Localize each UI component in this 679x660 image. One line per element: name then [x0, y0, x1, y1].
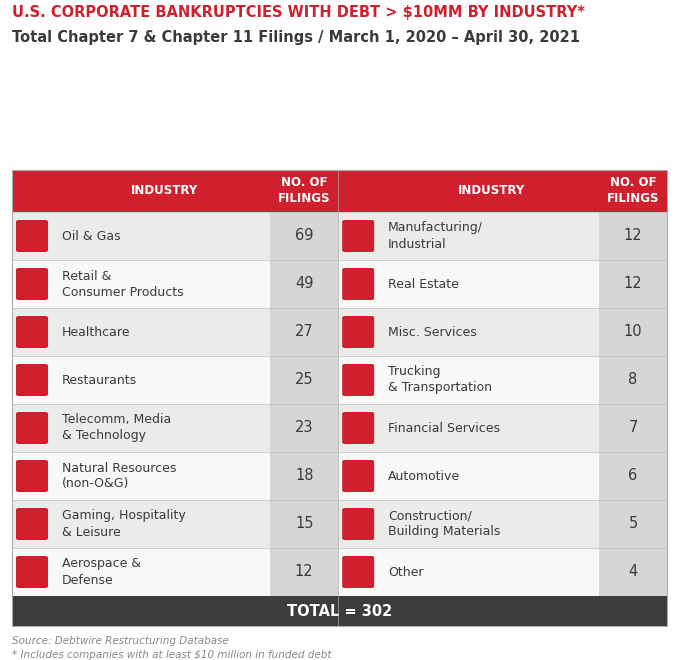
Text: Manufacturing/
Industrial: Manufacturing/ Industrial	[388, 222, 483, 251]
Text: Misc. Services: Misc. Services	[388, 325, 477, 339]
Text: Construction/
Building Materials: Construction/ Building Materials	[388, 510, 500, 539]
Text: 7: 7	[628, 420, 638, 436]
Text: 6: 6	[628, 469, 638, 484]
Text: 23: 23	[295, 420, 314, 436]
Bar	[599, 500, 667, 548]
FancyBboxPatch shape	[16, 556, 48, 588]
Text: 18: 18	[295, 469, 314, 484]
Bar	[12, 308, 270, 356]
FancyBboxPatch shape	[16, 268, 48, 300]
Text: Source: Debtwire Restructuring Database
* Includes companies with at least $10 m: Source: Debtwire Restructuring Database …	[12, 636, 331, 660]
FancyBboxPatch shape	[342, 508, 374, 540]
FancyBboxPatch shape	[342, 364, 374, 396]
Text: NO. OF
FILINGS: NO. OF FILINGS	[607, 176, 659, 205]
FancyBboxPatch shape	[16, 508, 48, 540]
Bar	[599, 452, 667, 500]
FancyBboxPatch shape	[16, 460, 48, 492]
Text: 10: 10	[624, 325, 642, 339]
Text: Real Estate: Real Estate	[388, 277, 459, 290]
Text: Financial Services: Financial Services	[388, 422, 500, 434]
Text: 12: 12	[295, 564, 314, 579]
Bar	[599, 260, 667, 308]
Bar	[338, 404, 599, 452]
FancyBboxPatch shape	[342, 460, 374, 492]
Text: Aerospace &
Defense: Aerospace & Defense	[62, 558, 141, 587]
Bar	[12, 548, 270, 596]
Bar	[12, 170, 667, 212]
Bar	[12, 404, 270, 452]
FancyBboxPatch shape	[342, 220, 374, 252]
Bar	[599, 212, 667, 260]
Text: Restaurants: Restaurants	[62, 374, 137, 387]
FancyBboxPatch shape	[342, 268, 374, 300]
Text: Trucking
& Transportation: Trucking & Transportation	[388, 366, 492, 395]
Bar	[599, 356, 667, 404]
FancyBboxPatch shape	[342, 556, 374, 588]
FancyBboxPatch shape	[342, 412, 374, 444]
Text: INDUSTRY: INDUSTRY	[458, 185, 526, 197]
Bar	[12, 596, 667, 626]
FancyBboxPatch shape	[16, 316, 48, 348]
Bar	[12, 356, 270, 404]
Text: Gaming, Hospitality
& Leisure: Gaming, Hospitality & Leisure	[62, 510, 186, 539]
Text: Oil & Gas: Oil & Gas	[62, 230, 121, 242]
FancyBboxPatch shape	[16, 412, 48, 444]
FancyBboxPatch shape	[342, 316, 374, 348]
Bar	[270, 452, 338, 500]
FancyBboxPatch shape	[16, 364, 48, 396]
Bar	[270, 260, 338, 308]
Text: U.S. CORPORATE BANKRUPTCIES WITH DEBT > $10MM BY INDUSTRY*: U.S. CORPORATE BANKRUPTCIES WITH DEBT > …	[12, 5, 585, 20]
Bar	[12, 500, 270, 548]
Text: Healthcare: Healthcare	[62, 325, 130, 339]
Text: 8: 8	[628, 372, 638, 387]
Bar	[599, 308, 667, 356]
Bar	[12, 260, 270, 308]
Bar	[338, 356, 599, 404]
Text: Natural Resources
(non-O&G): Natural Resources (non-O&G)	[62, 461, 177, 490]
FancyBboxPatch shape	[16, 220, 48, 252]
Text: 4: 4	[628, 564, 638, 579]
Bar	[270, 356, 338, 404]
Bar	[270, 500, 338, 548]
Text: Other: Other	[388, 566, 424, 579]
Bar	[338, 212, 599, 260]
Text: 12: 12	[624, 277, 642, 292]
Bar	[599, 404, 667, 452]
Text: Retail &
Consumer Products: Retail & Consumer Products	[62, 269, 183, 298]
Text: TOTAL = 302: TOTAL = 302	[287, 603, 392, 618]
Bar	[12, 212, 270, 260]
Bar	[599, 548, 667, 596]
Bar	[270, 212, 338, 260]
Text: 5: 5	[628, 517, 638, 531]
Bar	[12, 170, 667, 626]
Bar	[270, 404, 338, 452]
Bar	[338, 308, 599, 356]
Text: 15: 15	[295, 517, 314, 531]
Text: 25: 25	[295, 372, 314, 387]
Text: 49: 49	[295, 277, 314, 292]
Text: Automotive: Automotive	[388, 469, 460, 482]
Text: Total Chapter 7 & Chapter 11 Filings / March 1, 2020 – April 30, 2021: Total Chapter 7 & Chapter 11 Filings / M…	[12, 30, 580, 45]
Bar	[338, 548, 599, 596]
Bar	[270, 548, 338, 596]
Text: 69: 69	[295, 228, 314, 244]
Bar	[338, 452, 599, 500]
Text: 12: 12	[624, 228, 642, 244]
Bar	[338, 260, 599, 308]
Text: 27: 27	[295, 325, 314, 339]
Bar	[12, 452, 270, 500]
Text: INDUSTRY: INDUSTRY	[130, 185, 198, 197]
Text: Telecomm, Media
& Technology: Telecomm, Media & Technology	[62, 414, 171, 442]
Bar	[270, 308, 338, 356]
Bar	[338, 500, 599, 548]
Text: NO. OF
FILINGS: NO. OF FILINGS	[278, 176, 331, 205]
